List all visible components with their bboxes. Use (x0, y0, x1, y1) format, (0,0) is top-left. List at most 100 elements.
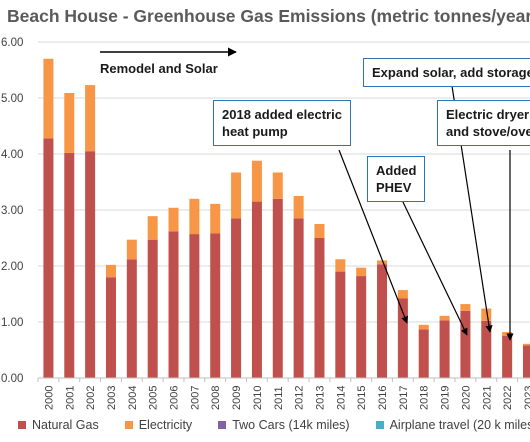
bar-electricity-2016 (377, 260, 388, 265)
x-tick-label: 2018 (419, 386, 431, 410)
x-tick-label: 2007 (189, 386, 201, 410)
bar-electricity-2008 (210, 203, 221, 234)
bar-electricity-2013 (314, 224, 325, 238)
bar-electricity-2001 (64, 92, 75, 153)
heat-pump-line-1: 2018 added electric (222, 107, 342, 122)
bar-natural-2011 (272, 198, 283, 378)
legend-label-two-cars: Two Cars (14k miles) (232, 418, 350, 432)
bar-natural-2001 (64, 152, 75, 378)
dryer-line-1: Electric dryer (446, 107, 530, 122)
x-tick-label: 2011 (273, 386, 285, 410)
bar-electricity-2017 (397, 290, 408, 299)
bar-electricity-2011 (272, 172, 283, 199)
axes: 0.00 1.00 2.00 3.00 4.00 5.00 6.00 2000 2001 2002… (1, 37, 530, 410)
bar-natural-2014 (335, 271, 346, 378)
bar-natural-2002 (85, 151, 96, 378)
bar-natural-2018 (418, 329, 429, 378)
bar-natural-2016 (377, 264, 388, 378)
x-tick-label: 2023 (523, 386, 530, 410)
heat-pump-arrow (338, 149, 408, 324)
bar-natural-2006 (168, 231, 179, 378)
x-tick-label: 2019 (440, 386, 452, 410)
bar-natural-2003 (105, 277, 116, 378)
bar-electricity-2020 (460, 304, 471, 311)
legend-label-natural-gas: Natural Gas (32, 418, 99, 432)
legend-swatch-airplane (375, 421, 384, 429)
x-tick-label: 2017 (398, 386, 410, 410)
x-tick-label: 2006 (169, 386, 181, 410)
x-tick-label: 2000 (43, 386, 55, 410)
x-tick-label: 2016 (377, 386, 389, 410)
bar-natural-2021 (481, 320, 492, 378)
legend-label-airplane: Airplane travel (20 k miles (389, 418, 530, 432)
legend-item-two-cars: Two Cars (14k miles) (218, 418, 350, 432)
bar-electricity-2005 (147, 216, 158, 240)
dryer-callout: Electric dryer and stove/ove (437, 100, 530, 146)
bar-natural-2000 (43, 138, 54, 378)
bar-electricity-2018 (418, 324, 429, 330)
x-tick-label: 2005 (148, 386, 160, 410)
heat-pump-line-2: heat pump (222, 124, 288, 139)
legend-swatch-two-cars (218, 421, 227, 429)
phev-callout: Added PHEV (367, 156, 426, 202)
x-tick-label: 2003 (106, 386, 118, 410)
legend-swatch-electricity (124, 421, 133, 429)
x-tick-label: 2012 (294, 386, 306, 410)
bar-natural-2010 (251, 201, 262, 378)
bar-natural-2019 (439, 320, 450, 378)
x-tick-label: 2009 (231, 386, 243, 410)
legend-label-electricity: Electricity (138, 418, 193, 432)
bar-electricity-2015 (356, 267, 367, 277)
x-tick-label: 2014 (335, 386, 347, 410)
bar-electricity-2023 (522, 343, 530, 346)
expand-line: Expand solar, add storage (372, 65, 530, 80)
bar-natural-2005 (147, 239, 158, 378)
y-tick-label: 0.00 (1, 373, 23, 385)
bar-electricity-2007 (189, 198, 200, 235)
expand-callout: Expand solar, add storage (363, 58, 530, 87)
phev-line-1: Added (376, 163, 417, 178)
legend-item-airplane: Airplane travel (20 k miles (375, 418, 530, 432)
bar-natural-2022 (502, 336, 513, 378)
bar-natural-2015 (356, 276, 367, 378)
chart-title: Beach House - Greenhouse Gas Emissions (… (7, 6, 530, 26)
legend-item-electricity: Electricity (124, 418, 193, 432)
bar-electricity-2002 (85, 85, 96, 152)
bar-natural-2008 (210, 233, 221, 378)
bar-electricity-2003 (105, 264, 116, 278)
x-tick-label: 2004 (127, 386, 139, 410)
dryer-line-2: and stove/ove (446, 124, 530, 139)
bar-natural-2023 (522, 345, 530, 378)
heat-pump-callout: 2018 added electric heat pump (213, 100, 351, 146)
x-tick-label: 2021 (481, 386, 493, 410)
x-tick-label: 2020 (460, 386, 472, 410)
bar-natural-2017 (397, 298, 408, 378)
remodel-label: Remodel and Solar (100, 61, 218, 76)
bar-electricity-2006 (168, 207, 179, 232)
y-tick-label: 3.00 (1, 205, 23, 217)
x-tick-label: 2001 (64, 386, 76, 410)
bar-natural-2020 (460, 310, 471, 378)
bar-natural-2009 (231, 218, 242, 378)
x-tick-label: 2010 (252, 386, 264, 410)
legend-item-natural-gas: Natural Gas (18, 418, 99, 432)
bar-electricity-2014 (335, 259, 346, 272)
bar-electricity-2004 (126, 239, 137, 260)
x-tick-label: 2008 (210, 386, 222, 410)
y-tick-label: 5.00 (1, 93, 23, 105)
y-tick-label: 6.00 (1, 37, 23, 49)
y-tick-label: 4.00 (1, 149, 23, 161)
bar-electricity-2012 (293, 196, 304, 219)
x-tick-label: 2022 (502, 386, 514, 410)
bar-electricity-2000 (43, 58, 54, 139)
bar-electricity-2021 (481, 308, 492, 321)
bar-electricity-2022 (502, 332, 513, 336)
bar-natural-2007 (189, 234, 200, 378)
chart-legend: Natural Gas Electricity Two Cars (14k mi… (18, 418, 530, 432)
x-tick-label: 2015 (356, 386, 368, 410)
legend-swatch-natural-gas (18, 421, 26, 429)
bar-electricity-2019 (439, 315, 450, 321)
bar-natural-2012 (293, 218, 304, 378)
